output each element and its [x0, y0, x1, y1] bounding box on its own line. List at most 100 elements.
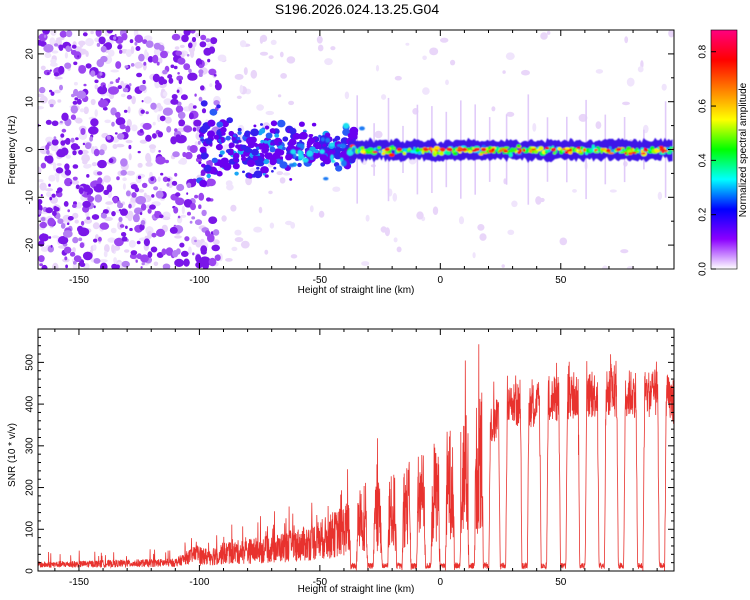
noise-speck: [374, 130, 383, 139]
noise-blob: [151, 232, 157, 238]
noise-blob: [38, 33, 48, 42]
noise-blob: [140, 266, 143, 269]
noise-speck: [268, 55, 274, 60]
noise-blob: [38, 233, 49, 242]
noise-blob: [135, 46, 141, 51]
noise-blob: [102, 85, 106, 90]
noise-blob: [188, 42, 193, 49]
signal-bubble: [352, 147, 356, 153]
noise-speck: [217, 54, 227, 62]
noise-speck: [277, 94, 282, 98]
signal-hotspot: [582, 148, 586, 152]
transition-blob: [322, 143, 327, 147]
noise-blob: [183, 125, 193, 133]
signal-bubble: [342, 122, 350, 129]
transition-blob: [205, 138, 213, 145]
noise-blob: [141, 182, 148, 188]
noise-blob: [55, 167, 64, 174]
noise-blob: [88, 126, 99, 135]
transition-blob: [237, 127, 242, 132]
noise-blob: [187, 211, 191, 216]
noise-blob: [135, 259, 138, 263]
transition-blob: [241, 155, 246, 159]
signal-bubble: [330, 154, 334, 161]
noise-speck: [48, 174, 56, 182]
noise-blob: [185, 151, 193, 160]
transition-blob: [297, 162, 302, 168]
noise-blob: [75, 137, 79, 141]
noise-blob: [198, 69, 204, 75]
noise-blob: [147, 251, 153, 258]
signal-hotspot: [388, 153, 395, 157]
transition-blob: [200, 100, 208, 107]
transition-blob: [240, 144, 247, 150]
noise-speck: [113, 245, 121, 251]
transition-blob: [298, 133, 305, 140]
transition-blob: [264, 125, 270, 130]
spectrogram-signal: [288, 122, 674, 181]
transition-blob: [269, 146, 276, 153]
noise-blob: [73, 255, 82, 263]
noise-speck: [375, 64, 380, 72]
noise-blob: [208, 257, 217, 267]
snr-plot-area: [38, 329, 674, 571]
noise-blob: [174, 258, 185, 267]
noise-blob: [128, 203, 132, 209]
noise-blob: [191, 36, 197, 43]
signal-hotspot: [635, 150, 640, 153]
noise-blob: [61, 112, 69, 122]
noise-speck: [416, 211, 424, 220]
noise-blob: [147, 208, 152, 214]
noise-blob: [194, 194, 199, 199]
noise-blob: [65, 45, 72, 52]
noise-blob: [108, 158, 114, 164]
noise-blob: [40, 162, 47, 169]
colorbar: 0.0 0.2 0.4 0.6 0.8 Normalized spectral ampl…: [698, 29, 749, 276]
noise-speck: [44, 52, 52, 59]
transition-blob: [242, 170, 245, 174]
noise-blob: [119, 124, 126, 130]
signal-bubble: [329, 142, 335, 147]
noise-blob: [170, 98, 179, 105]
signal-hotspot: [433, 145, 440, 150]
noise-blob: [53, 136, 57, 140]
transition-blob: [298, 121, 305, 127]
noise-blob: [175, 197, 185, 206]
noise-speck: [127, 106, 131, 114]
noise-speck: [83, 164, 91, 169]
transition-blob: [236, 136, 241, 141]
noise-blob: [100, 213, 107, 219]
noise-blob: [94, 79, 99, 84]
transition-blob: [216, 121, 224, 128]
transition-blob: [215, 143, 223, 151]
noise-blob: [106, 30, 114, 34]
noise-blob: [49, 196, 53, 201]
signal-cell: [410, 150, 416, 154]
signal-hotspot: [415, 148, 420, 153]
signal-hotspot: [624, 151, 627, 155]
signal-cell: [467, 150, 473, 154]
noise-speck: [392, 192, 398, 202]
noise-speck: [209, 83, 213, 87]
noise-blob: [48, 236, 52, 239]
transition-blob: [253, 124, 257, 128]
noise-speck: [396, 246, 402, 253]
noise-blob: [201, 209, 207, 217]
noise-speck: [269, 222, 275, 229]
signal-peak: [447, 147, 453, 152]
noise-blob: [115, 61, 122, 69]
noise-blob: [98, 36, 106, 45]
transition-blob: [282, 136, 289, 142]
noise-blob: [119, 224, 125, 228]
noise-blob: [200, 34, 207, 41]
noise-blob: [83, 83, 87, 87]
noise-blob: [114, 132, 118, 135]
noise-speck: [92, 244, 97, 251]
spectrogram-x-tick-label: 50: [555, 275, 567, 286]
signal-bubble: [331, 159, 336, 163]
transition-blob: [289, 127, 297, 135]
noise-blob: [126, 94, 132, 100]
transition-blob: [201, 163, 206, 168]
signal-bubble: [336, 143, 344, 148]
transition-blob: [338, 147, 341, 150]
